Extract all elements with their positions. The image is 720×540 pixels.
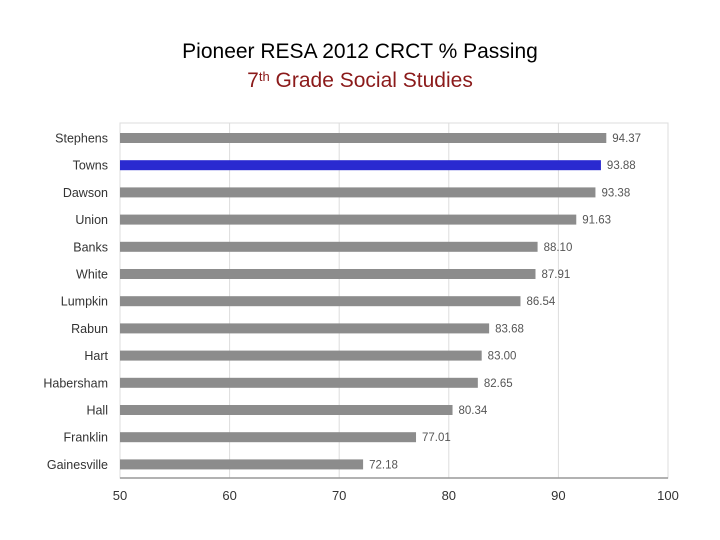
bar [120, 133, 607, 143]
data-label: 77.01 [422, 432, 451, 444]
x-tick-label: 60 [222, 488, 236, 503]
chart-subtitle: 7th Grade Social Studies [247, 69, 473, 92]
data-label: 72.18 [369, 459, 398, 471]
category-label: Banks [73, 240, 108, 254]
chart-title: Pioneer RESA 2012 CRCT % Passing [182, 40, 538, 63]
bar [120, 241, 538, 252]
bar [120, 187, 596, 198]
data-label: 88.10 [544, 242, 573, 254]
data-label: 83.00 [488, 351, 517, 363]
data-label: 87.91 [541, 269, 570, 281]
x-tick-label: 70 [332, 488, 346, 503]
category-label: Towns [73, 159, 108, 173]
category-label: Hall [86, 404, 108, 418]
bar [120, 269, 536, 279]
bar [120, 377, 478, 388]
data-label: 80.34 [459, 405, 488, 417]
bar-highlight [120, 160, 601, 171]
category-label: Stephens [55, 132, 108, 146]
bar [120, 296, 521, 307]
data-label: 82.65 [484, 378, 513, 390]
data-label: 94.37 [612, 133, 641, 145]
data-label: 83.68 [495, 323, 524, 335]
x-tick-label: 90 [551, 488, 565, 503]
data-label: 93.88 [607, 160, 636, 172]
bar [120, 323, 490, 334]
category-label: Franklin [64, 431, 109, 445]
bar [120, 405, 453, 415]
x-tick-label: 50 [113, 488, 127, 503]
x-tick-label: 80 [442, 488, 456, 503]
category-label: Gainesville [47, 458, 108, 472]
bar [120, 214, 577, 225]
category-label: Lumpkin [61, 295, 108, 309]
data-label: 91.63 [582, 215, 611, 227]
category-label: Hart [84, 349, 108, 363]
data-label: 86.54 [526, 296, 555, 308]
category-label: Union [75, 213, 108, 227]
bar [120, 350, 482, 361]
category-label: Rabun [71, 322, 108, 336]
bar [120, 459, 364, 470]
x-tick-label: 100 [657, 488, 679, 503]
category-label: Dawson [63, 186, 108, 200]
data-label: 93.38 [601, 187, 630, 199]
bar [120, 432, 417, 443]
category-label: Habersham [43, 376, 108, 390]
category-label: White [76, 268, 108, 282]
